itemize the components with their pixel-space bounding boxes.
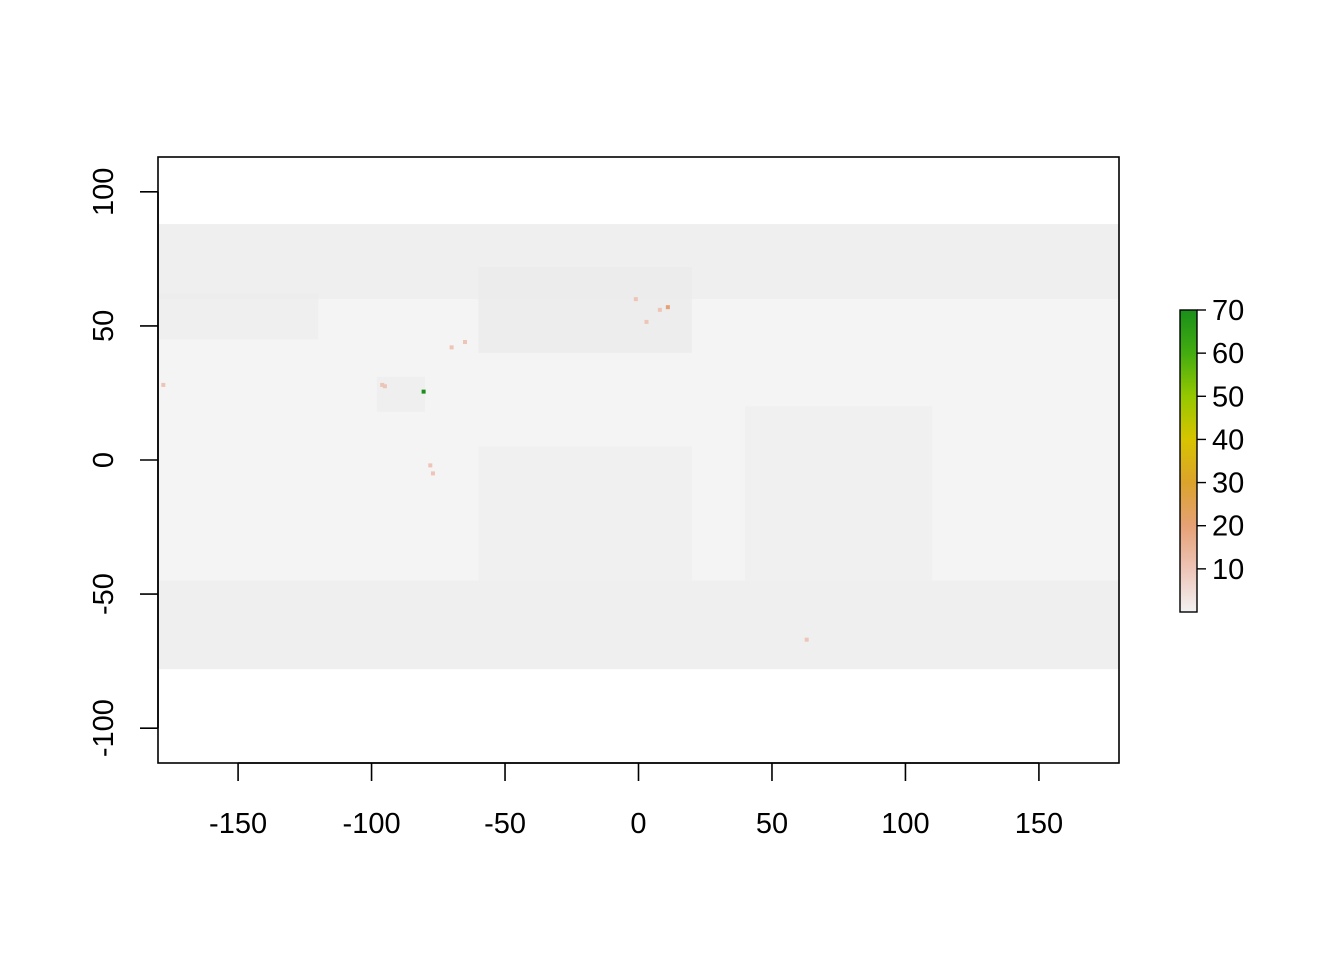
colorbar-tick-label: 20 [1212,511,1244,543]
x-tick-label: -150 [209,808,267,840]
hotspot-cell [665,305,670,310]
x-axis: -150 -100 -50 0 50 100 150 [209,762,1063,840]
x-tick-label: 50 [756,808,788,840]
colorbar-tick-label: 60 [1212,338,1244,370]
y-tick-label: -100 [88,699,120,757]
hotspot-cell [462,340,467,345]
raster-region-gulf-of-mexico [376,376,425,412]
colorbar-tick-label: 10 [1212,554,1244,586]
raster-region-indian-ocean [745,406,933,581]
colorbar-tick-label: 50 [1212,381,1244,413]
hotspot-cell [380,382,385,387]
y-tick-label: 50 [88,310,120,342]
y-tick-label: -50 [88,573,120,615]
raster-region-arctic-band [158,224,1119,300]
colorbar-tick-label: 30 [1212,468,1244,500]
hotspot-cell [161,382,166,387]
colorbar-tick-label: 70 [1212,295,1244,327]
y-tick-label: 100 [88,168,120,216]
x-tick-label: 100 [881,808,929,840]
y-axis: 100 50 0 -50 -100 [88,168,159,757]
colorbar-gradient [1179,309,1198,613]
hotspot-cell [430,471,435,476]
hotspot-layer [161,297,809,642]
hotspot-cell [644,319,649,324]
x-tick-label: -100 [343,808,401,840]
hotspot-cell [421,389,426,394]
hotspot-cell [804,637,809,642]
hotspot-cell [382,384,387,389]
raster-layer [158,224,1119,670]
hotspot-cell [657,307,662,312]
hotspot-cell [633,297,638,302]
raster-region-south-atlantic [478,446,692,581]
raster-region-pacific-nw [158,293,319,340]
hotspot-cell [428,463,433,468]
x-tick-label: 0 [630,808,646,840]
hotspot-cell [449,345,454,350]
colorbar-legend: 10 20 30 40 50 60 70 [1179,295,1244,613]
colorbar-tick-label: 40 [1212,424,1244,456]
raster-region-southern-ocean [158,580,1119,670]
x-tick-label: -50 [484,808,526,840]
x-tick-label: 150 [1015,808,1063,840]
y-tick-label: 0 [88,452,120,468]
